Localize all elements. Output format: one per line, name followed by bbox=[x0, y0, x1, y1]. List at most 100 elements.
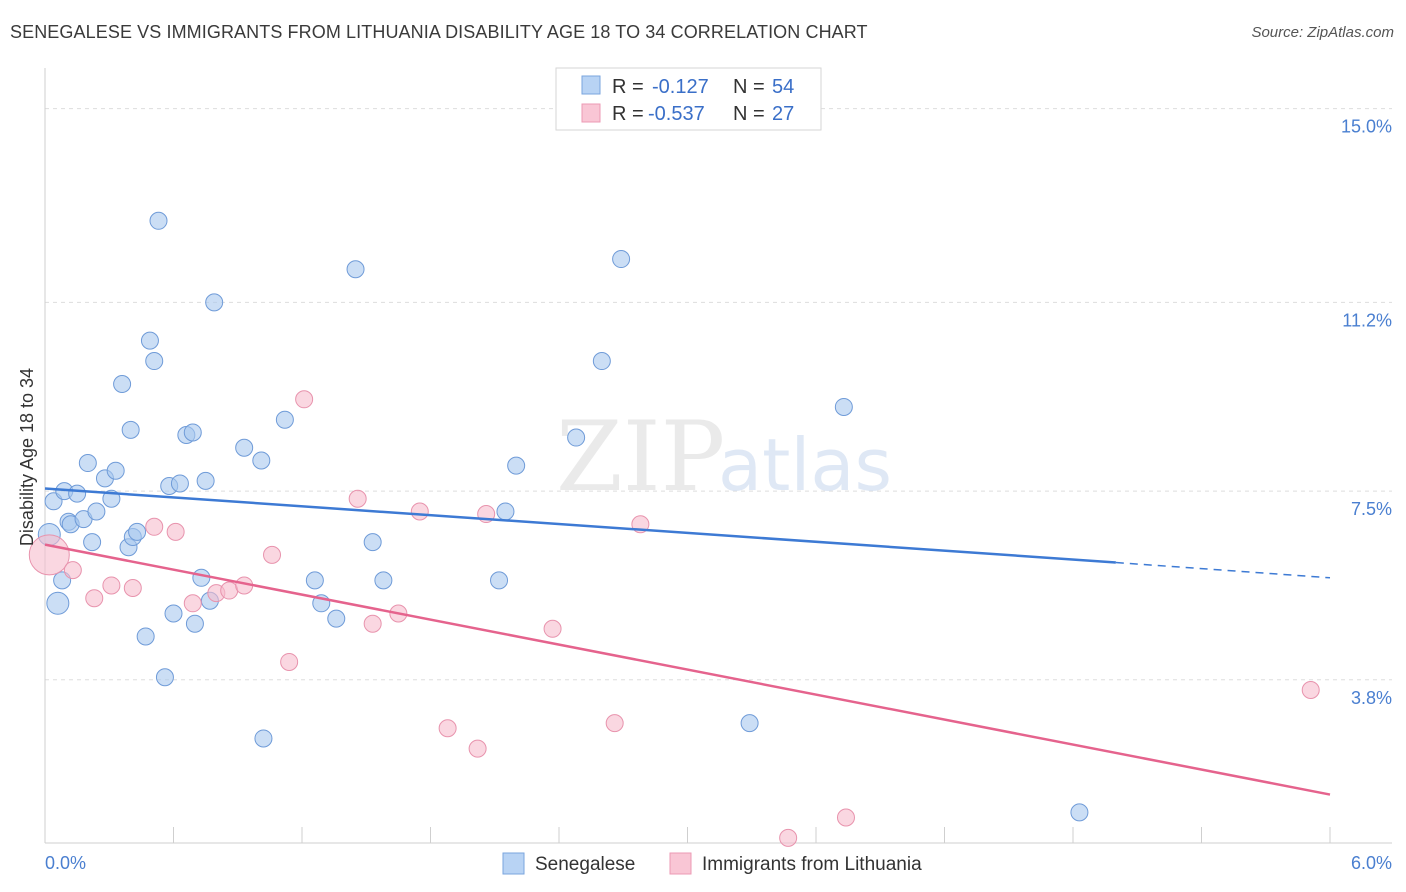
lithuania-point-13 bbox=[295, 390, 314, 409]
senegalese-point-11 bbox=[106, 461, 125, 480]
senegalese-point-53 bbox=[121, 420, 140, 439]
lithuania-point-4 bbox=[123, 579, 142, 597]
series-legend: Senegalese Immigrants from Lithuania bbox=[502, 852, 922, 875]
x-tick-label-max: 6.0% bbox=[1351, 853, 1392, 873]
lithuania-point-24 bbox=[779, 828, 798, 847]
senegalese-trend-line bbox=[44, 487, 1116, 564]
legend-n-value-0: 54 bbox=[772, 76, 794, 98]
y-tick-label-1: 7.5% bbox=[1351, 499, 1392, 519]
chart-title: SENEGALESE VS IMMIGRANTS FROM LITHUANIA … bbox=[10, 22, 868, 42]
senegalese-point-33 bbox=[254, 729, 273, 748]
lithuania-point-7 bbox=[183, 594, 202, 613]
y-tick-labels: 3.8% 7.5% 11.2% 15.0% bbox=[1341, 117, 1392, 708]
bottom-legend-label-lithuania: Immigrants from Lithuania bbox=[702, 854, 922, 875]
correlation-legend: R = -0.127 N = 54 R = -0.537 N = 27 bbox=[555, 67, 822, 131]
series-senegalese-points bbox=[37, 211, 1089, 822]
bottom-legend-swatch-lithuania bbox=[669, 852, 692, 875]
watermark-atlas: atlas bbox=[718, 423, 892, 507]
legend-r-label-1: R = bbox=[612, 103, 644, 125]
lithuania-point-19 bbox=[468, 739, 487, 758]
bottom-legend-swatch-senegalese bbox=[502, 852, 525, 875]
legend-r-label-0: R = bbox=[612, 76, 644, 98]
senegalese-point-28 bbox=[205, 293, 224, 312]
lithuania-point-22 bbox=[605, 714, 624, 733]
senegalese-point-25 bbox=[183, 423, 202, 442]
y-tick-label-2: 11.2% bbox=[1342, 310, 1392, 330]
senegalese-point-46 bbox=[612, 250, 631, 269]
senegalese-point-29 bbox=[192, 568, 211, 587]
axes bbox=[44, 68, 1392, 844]
senegalese-point-44 bbox=[567, 428, 586, 447]
senegalese-point-45 bbox=[592, 352, 611, 371]
x-ticks bbox=[44, 827, 1331, 843]
series-lithuania-points bbox=[28, 390, 1320, 847]
lithuania-point-5 bbox=[145, 517, 164, 536]
senegalese-point-6 bbox=[78, 454, 97, 473]
senegalese-point-8 bbox=[87, 502, 106, 521]
y-tick-label-3: 15.0% bbox=[1341, 117, 1392, 137]
senegalese-point-51 bbox=[46, 591, 70, 615]
lithuania-point-2 bbox=[85, 589, 104, 608]
legend-swatch-lithuania bbox=[581, 103, 601, 123]
legend-swatch-senegalese bbox=[581, 75, 601, 95]
lithuania-trend-line bbox=[44, 543, 1331, 796]
watermark: ZIP atlas bbox=[556, 401, 892, 513]
senegalese-point-20 bbox=[155, 668, 174, 687]
legend-n-value-1: 27 bbox=[772, 103, 794, 125]
senegalese-point-7 bbox=[83, 533, 102, 552]
senegalese-point-18 bbox=[145, 352, 164, 371]
senegalese-point-22 bbox=[164, 604, 183, 623]
senegalese-point-35 bbox=[305, 571, 324, 590]
senegalese-point-49 bbox=[1070, 803, 1089, 822]
lithuania-point-3 bbox=[102, 576, 121, 595]
senegalese-point-32 bbox=[252, 451, 271, 470]
senegalese-point-38 bbox=[346, 260, 365, 279]
bottom-legend-label-senegalese: Senegalese bbox=[535, 854, 635, 875]
y-tick-label-0: 3.8% bbox=[1351, 688, 1392, 708]
legend-n-label-0: N = bbox=[733, 76, 765, 98]
senegalese-point-39 bbox=[363, 533, 382, 552]
lithuania-point-0 bbox=[28, 534, 70, 576]
senegalese-point-40 bbox=[374, 571, 393, 590]
senegalese-point-42 bbox=[496, 502, 515, 521]
senegalese-point-27 bbox=[196, 471, 215, 490]
senegalese-point-16 bbox=[136, 627, 155, 646]
lithuania-point-18 bbox=[438, 719, 457, 738]
lithuania-point-26 bbox=[1301, 681, 1320, 699]
lithuania-point-6 bbox=[166, 522, 185, 541]
x-tick-label-min: 0.0% bbox=[45, 853, 86, 873]
lithuania-point-25 bbox=[836, 808, 855, 827]
senegalese-point-23 bbox=[170, 474, 189, 493]
lithuania-point-14 bbox=[348, 489, 367, 508]
gridlines bbox=[45, 108, 1392, 681]
senegalese-point-31 bbox=[235, 438, 254, 457]
senegalese-point-19 bbox=[149, 211, 168, 230]
lithuania-point-9 bbox=[220, 581, 239, 600]
lithuania-point-1 bbox=[63, 561, 82, 580]
legend-r-value-0: -0.127 bbox=[652, 76, 709, 98]
lithuania-point-15 bbox=[363, 614, 382, 633]
trend-lines bbox=[44, 487, 1331, 796]
lithuania-point-12 bbox=[280, 652, 299, 671]
y-axis-title: Disability Age 18 to 34 bbox=[17, 368, 37, 546]
lithuania-point-21 bbox=[543, 619, 562, 638]
legend-n-label-1: N = bbox=[733, 103, 765, 125]
legend-r-value-1: -0.537 bbox=[648, 103, 705, 125]
senegalese-point-48 bbox=[834, 397, 853, 416]
lithuania-point-11 bbox=[263, 545, 282, 564]
senegalese-point-17 bbox=[140, 331, 159, 350]
senegalese-point-37 bbox=[327, 609, 346, 628]
lithuania-point-17 bbox=[410, 502, 429, 521]
senegalese-trend-extension bbox=[1115, 561, 1331, 579]
senegalese-point-41 bbox=[490, 571, 509, 590]
senegalese-point-4 bbox=[68, 484, 87, 503]
senegalese-point-43 bbox=[507, 456, 526, 475]
senegalese-point-47 bbox=[740, 714, 759, 733]
senegalese-point-12 bbox=[113, 375, 132, 393]
senegalese-point-34 bbox=[275, 410, 294, 429]
senegalese-point-15 bbox=[128, 522, 147, 541]
senegalese-point-26 bbox=[185, 614, 204, 633]
chart-source: Source: ZipAtlas.com bbox=[1251, 24, 1394, 41]
watermark-zip: ZIP bbox=[556, 401, 725, 513]
